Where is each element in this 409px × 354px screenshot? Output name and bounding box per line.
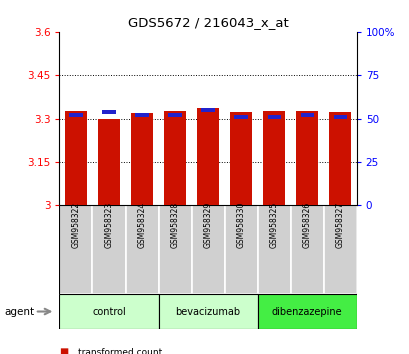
Bar <box>234 115 247 119</box>
Bar <box>329 112 350 205</box>
Bar <box>191 205 224 294</box>
Bar <box>323 205 356 294</box>
Bar <box>296 111 317 205</box>
Bar <box>59 294 158 329</box>
Text: transformed count: transformed count <box>78 348 162 354</box>
Bar <box>92 205 125 294</box>
Text: agent: agent <box>4 307 34 316</box>
Bar <box>131 113 153 205</box>
Bar <box>333 115 346 119</box>
Text: GSM958322: GSM958322 <box>71 202 80 248</box>
Bar <box>69 113 82 117</box>
Text: GSM958326: GSM958326 <box>302 201 311 248</box>
Bar <box>290 205 323 294</box>
Bar <box>158 294 257 329</box>
Text: control: control <box>92 307 126 316</box>
Text: GSM958323: GSM958323 <box>104 201 113 248</box>
Bar <box>164 111 185 205</box>
Text: GSM958329: GSM958329 <box>203 201 212 248</box>
Bar <box>257 205 290 294</box>
Bar <box>65 112 86 205</box>
Bar <box>224 205 257 294</box>
Bar <box>59 205 92 294</box>
Text: GSM958328: GSM958328 <box>170 202 179 248</box>
Bar <box>98 119 119 205</box>
Text: GSM958327: GSM958327 <box>335 201 344 248</box>
Text: dibenzazepine: dibenzazepine <box>271 307 342 316</box>
Bar <box>197 108 218 205</box>
Bar <box>300 113 313 117</box>
Bar <box>230 112 251 205</box>
Bar <box>158 205 191 294</box>
Bar <box>257 294 356 329</box>
Text: GSM958325: GSM958325 <box>269 201 278 248</box>
Title: GDS5672 / 216043_x_at: GDS5672 / 216043_x_at <box>127 16 288 29</box>
Bar <box>201 108 214 112</box>
Bar <box>267 115 280 119</box>
Bar <box>168 113 181 117</box>
Bar <box>263 112 284 205</box>
Text: ■: ■ <box>59 347 69 354</box>
Text: GSM958330: GSM958330 <box>236 201 245 248</box>
Bar <box>135 113 148 117</box>
Text: GSM958324: GSM958324 <box>137 201 146 248</box>
Bar <box>102 110 115 114</box>
Bar <box>125 205 158 294</box>
Text: bevacizumab: bevacizumab <box>175 307 240 316</box>
